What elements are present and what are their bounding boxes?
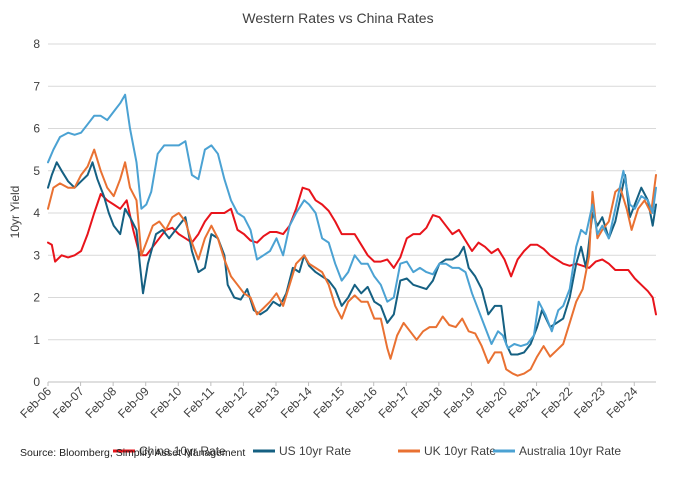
legend-label-1: US 10yr Rate bbox=[279, 444, 351, 458]
y-axis-label: 10yr Yield bbox=[8, 186, 22, 239]
y-tick-label: 0 bbox=[33, 375, 40, 389]
y-tick-label: 4 bbox=[33, 206, 40, 220]
legend-label-3: Australia 10yr Rate bbox=[519, 444, 621, 458]
series-line-3 bbox=[47, 93, 657, 350]
legend: China 10yr Rate US 10yr Rate UK 10yr Rate A… bbox=[113, 444, 621, 458]
y-tick-label: 2 bbox=[33, 291, 40, 305]
y-tick-label: 6 bbox=[33, 122, 40, 136]
y-axis-ticks: 0 1 2 3 4 5 6 7 8 bbox=[33, 37, 40, 389]
legend-label-0: China 10yr Rate bbox=[139, 444, 226, 458]
y-tick-label: 1 bbox=[33, 333, 40, 347]
y-tick-label: 5 bbox=[33, 164, 40, 178]
series-line-1 bbox=[47, 161, 657, 356]
series-lines bbox=[47, 93, 657, 377]
series-line-2 bbox=[47, 148, 657, 377]
series-line-0 bbox=[47, 186, 657, 316]
chart-title: Western Rates vs China Rates bbox=[242, 10, 433, 26]
legend-label-2: UK 10yr Rate bbox=[424, 444, 496, 458]
y-tick-label: 3 bbox=[33, 248, 40, 262]
source-note: Source: Bloomberg, Simplify Asset Manage… bbox=[20, 447, 245, 459]
y-tick-label: 7 bbox=[33, 79, 40, 93]
y-tick-label: 8 bbox=[33, 37, 40, 51]
